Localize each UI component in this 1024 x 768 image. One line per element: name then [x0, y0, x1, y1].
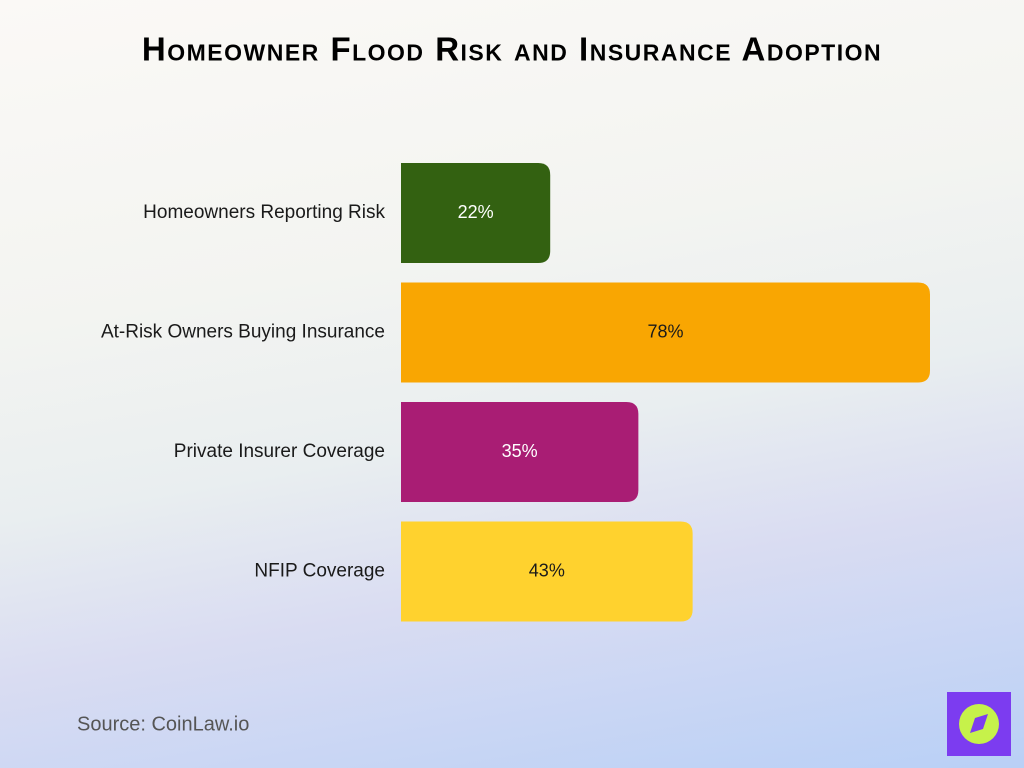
source: Source: CoinLaw.io — [77, 713, 249, 735]
y-tick-label: NFIP Coverage — [254, 561, 385, 582]
bar — [401, 163, 551, 263]
bar — [401, 282, 930, 383]
y-tick-label: At-Risk Owners Buying Insurance — [101, 322, 385, 343]
bar — [401, 402, 639, 502]
logo-needle — [970, 714, 988, 733]
value-label: 22% — [458, 202, 494, 222]
value-label: 35% — [502, 441, 538, 461]
chart-title: Homeowner Flood Risk and Insurance Adopt… — [142, 31, 882, 68]
y-tick-label: Private Insurer Coverage — [174, 441, 385, 462]
value-label: 43% — [529, 560, 565, 580]
logo — [947, 692, 1011, 756]
y-tick-label: Homeowners Reporting Risk — [143, 202, 385, 223]
bar — [401, 521, 693, 622]
value-label: 78% — [647, 321, 683, 341]
